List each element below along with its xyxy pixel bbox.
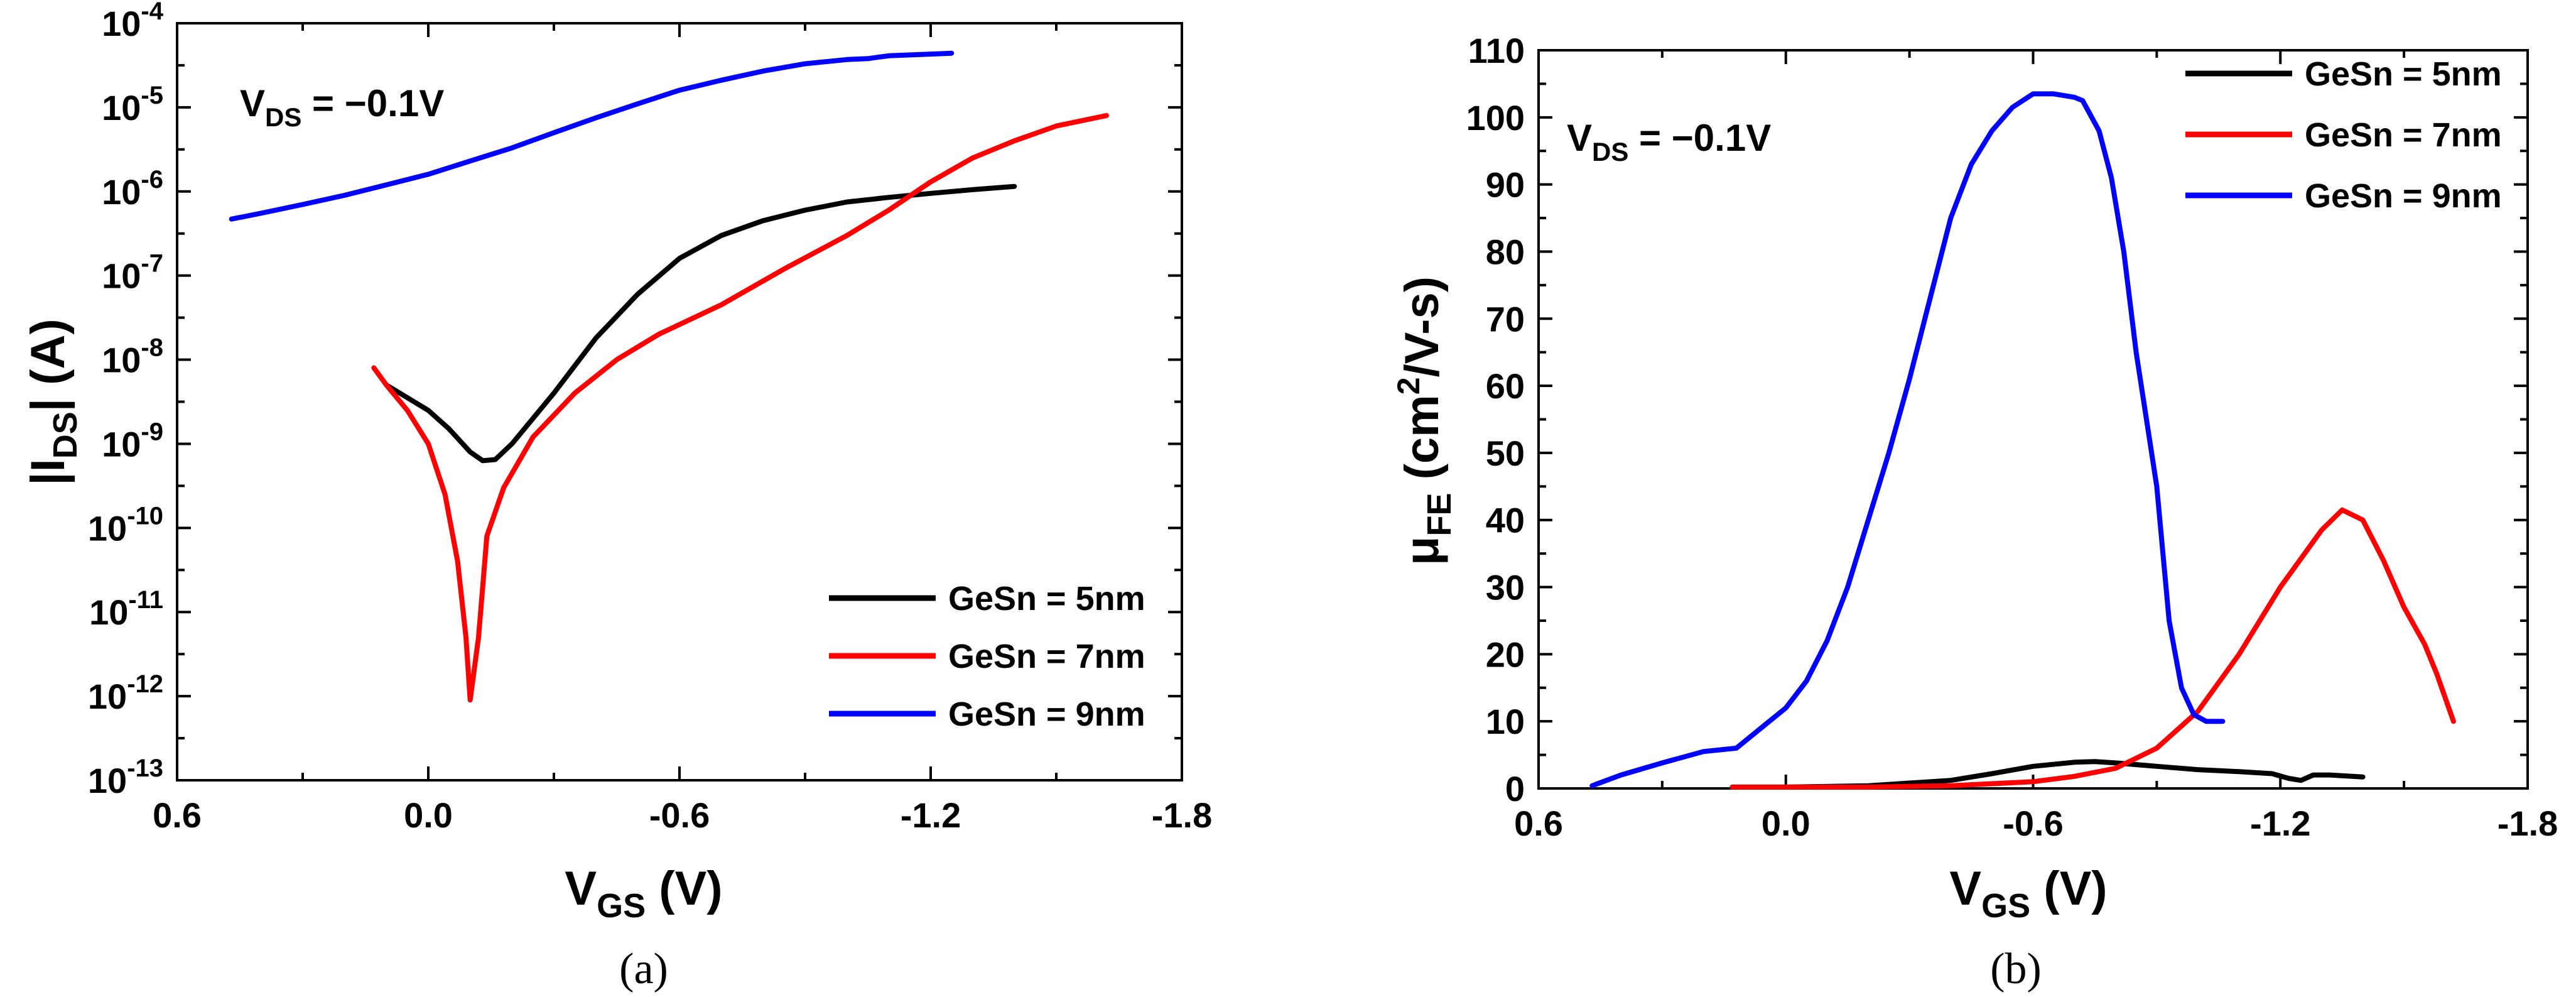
y-tick-label: 10	[1486, 702, 1525, 741]
y-tick-label: 110	[1468, 31, 1525, 70]
y-tick-label: 60	[1486, 366, 1525, 406]
x-tick-label: -1.8	[1152, 795, 1213, 835]
y-tick-label: 50	[1486, 433, 1525, 473]
y-tick-label: 10-11	[89, 586, 163, 632]
series-line-1	[1729, 759, 2366, 790]
y-tick-label: 10-5	[102, 82, 163, 128]
x-axis-label: VGS (V)	[1949, 862, 2107, 925]
legend-label: GeSn = 7nm	[2305, 116, 2502, 154]
panel-caption: (a)	[619, 945, 668, 993]
y-tick-label: 20	[1486, 635, 1525, 674]
y-axis-label: μFE (cm2/V-s)	[1391, 276, 1458, 565]
y-tick-label: 40	[1486, 501, 1525, 540]
y-tick-label: 10-12	[88, 670, 163, 716]
y-tick-label: 30	[1486, 568, 1525, 607]
y-tick-label: 100	[1466, 98, 1525, 138]
y-tick-label: 10-13	[88, 755, 163, 800]
legend: GeSn = 5nm GeSn = 7nm GeSn = 9nm	[829, 580, 1145, 733]
series-line-2	[371, 112, 1109, 703]
x-tick-label: 0.6	[1514, 804, 1563, 843]
y-tick-label: 0	[1505, 769, 1525, 809]
series-line-3	[1589, 91, 2226, 788]
series-line-2	[1729, 507, 2456, 790]
y-tick-label: 70	[1486, 299, 1525, 339]
panel-b: 0.6 0.0 -0.6 -1.2 -1.8 0 10 20 30 40 50 60 70 80 90 100…	[1391, 31, 2558, 993]
y-tick-label: 80	[1486, 232, 1525, 271]
plot-frame	[1537, 49, 2529, 790]
panel-caption: (b)	[1990, 945, 2042, 993]
panel-a: 0.6 0.0 -0.6 -1.2 -1.8 10-13 10-12 10-11 10-10 10…	[21, 0, 1212, 993]
y-tick-label: 10-6	[102, 166, 163, 212]
legend-label: GeSn = 5nm	[2305, 55, 2502, 93]
legend: GeSn = 5nm GeSn = 7nm GeSn = 9nm	[2185, 55, 2502, 215]
x-tick-label: -1.8	[2498, 804, 2558, 843]
y-tick-label: 10-7	[102, 250, 163, 296]
x-tick-label: -1.2	[2250, 804, 2311, 843]
x-tick-label: -1.2	[901, 795, 961, 835]
annotation-vds: VDS = −0.1V	[1567, 117, 1771, 166]
x-tick-label: 0.6	[153, 795, 202, 835]
y-tick-label: 10-4	[102, 0, 164, 43]
legend-label: GeSn = 5nm	[948, 580, 1145, 618]
legend-label: GeSn = 9nm	[2305, 177, 2502, 215]
annotation-vds: VDS = −0.1V	[240, 82, 444, 132]
x-tick-label: -0.6	[649, 795, 710, 835]
x-tick-label: 0.0	[1762, 804, 1810, 843]
x-tick-label: -0.6	[2003, 804, 2064, 843]
y-tick-label: 10-9	[102, 418, 163, 464]
series-line-1	[384, 183, 1017, 464]
y-tick-label: 10-10	[88, 502, 163, 548]
y-tick-label: 90	[1486, 165, 1525, 205]
y-axis-label: |IDS| (A)	[21, 319, 84, 485]
x-tick-label: 0.0	[404, 795, 453, 835]
legend-label: GeSn = 9nm	[948, 695, 1145, 733]
y-tick-label: 10-8	[102, 334, 163, 380]
legend-label: GeSn = 7nm	[948, 638, 1145, 675]
x-axis-label: VGS (V)	[565, 862, 722, 925]
series-line-3	[229, 50, 955, 222]
